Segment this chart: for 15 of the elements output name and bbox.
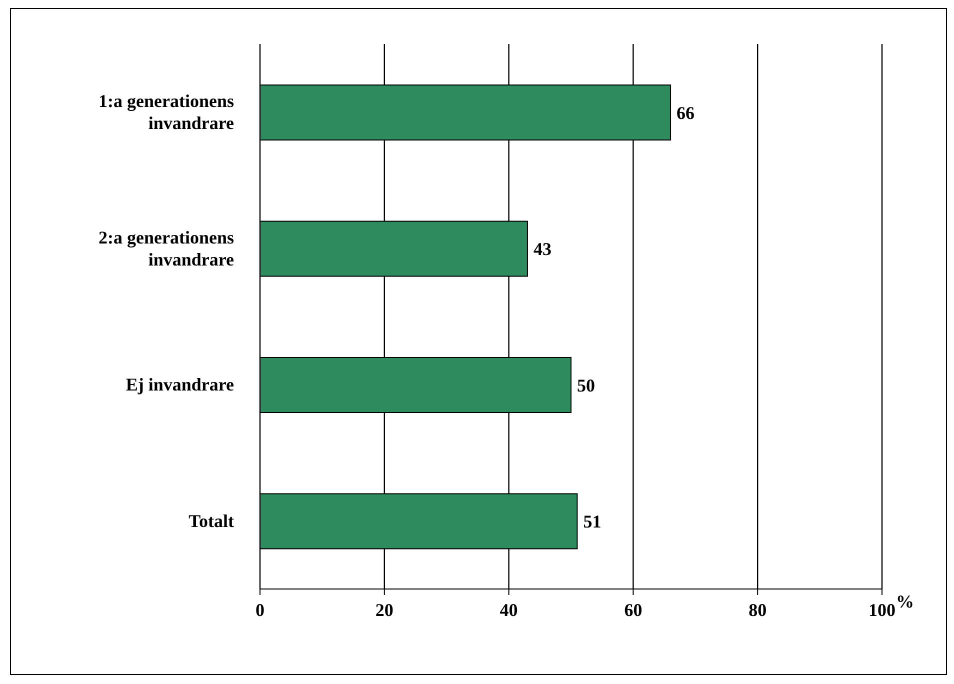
x-tick-label: 60 [624,600,642,620]
x-tick-label: 100 [868,600,896,620]
y-tick-label: Totalt [188,510,234,531]
y-tick-label: 1:a generationens invandrare [98,91,234,134]
x-tick-label: 80 [748,600,767,620]
y-tick-label: 2:a generationens invandrare [98,227,234,270]
x-axis-title: % [896,591,914,612]
x-tick-label: 20 [375,600,394,620]
y-tick-label: Ej invandrare [126,374,234,395]
data-label: 66 [676,102,695,123]
data-label: 43 [533,239,552,260]
x-tick-label: 0 [256,600,264,620]
data-label: 50 [577,375,595,396]
data-label: 51 [583,512,602,532]
x-tick-label: 40 [500,600,518,620]
